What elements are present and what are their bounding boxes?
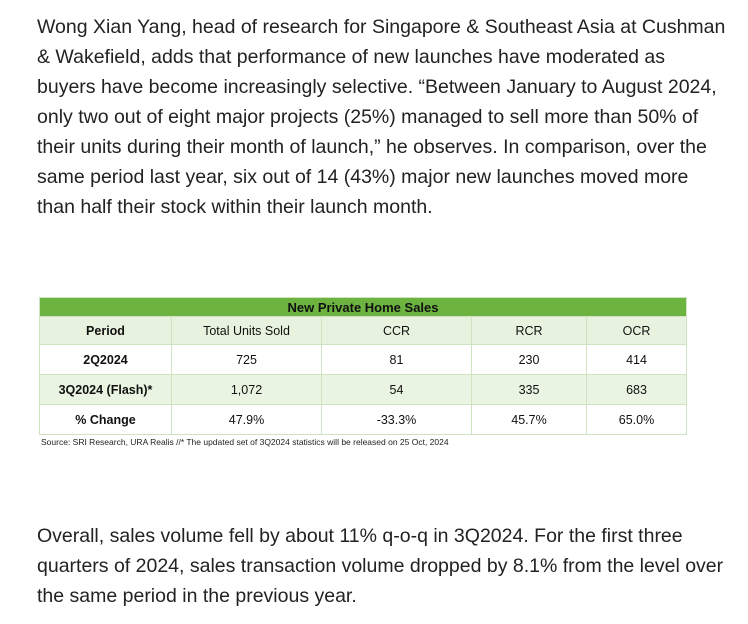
sales-table-figure: New Private Home Sales Period Total Unit… xyxy=(39,297,687,447)
sales-table: New Private Home Sales Period Total Unit… xyxy=(39,297,687,435)
row-label: % Change xyxy=(39,404,172,435)
cell-total-units: 725 xyxy=(171,344,322,375)
header-period: Period xyxy=(39,316,172,345)
cell-rcr: 230 xyxy=(471,344,587,375)
cell-total-units: 47.9% xyxy=(171,404,322,435)
table-row: 2Q2024 725 81 230 414 xyxy=(39,344,687,375)
header-ccr: CCR xyxy=(321,316,472,345)
cell-rcr: 335 xyxy=(471,374,587,405)
header-rcr: RCR xyxy=(471,316,587,345)
row-label: 3Q2024 (Flash)* xyxy=(39,374,172,405)
table-header-row: Period Total Units Sold CCR RCR OCR xyxy=(39,316,687,345)
table-title-row: New Private Home Sales xyxy=(39,297,687,317)
row-label: 2Q2024 xyxy=(39,344,172,375)
intro-paragraph: Wong Xian Yang, head of research for Sin… xyxy=(37,16,726,218)
table-source-note: Source: SRI Research, URA Realis //* The… xyxy=(41,437,449,447)
table-title: New Private Home Sales xyxy=(39,297,687,317)
cell-ocr: 683 xyxy=(586,374,687,405)
header-total-units: Total Units Sold xyxy=(171,316,322,345)
cell-ocr: 65.0% xyxy=(586,404,687,435)
closing-paragraph: Overall, sales volume fell by about 11% … xyxy=(37,525,724,607)
cell-total-units: 1,072 xyxy=(171,374,322,405)
cell-ccr: 54 xyxy=(321,374,472,405)
table-row: % Change 47.9% -33.3% 45.7% 65.0% xyxy=(39,404,687,435)
table-row: 3Q2024 (Flash)* 1,072 54 335 683 xyxy=(39,374,687,405)
cell-rcr: 45.7% xyxy=(471,404,587,435)
header-ocr: OCR xyxy=(586,316,687,345)
cell-ccr: 81 xyxy=(321,344,472,375)
cell-ccr: -33.3% xyxy=(321,404,472,435)
cell-ocr: 414 xyxy=(586,344,687,375)
